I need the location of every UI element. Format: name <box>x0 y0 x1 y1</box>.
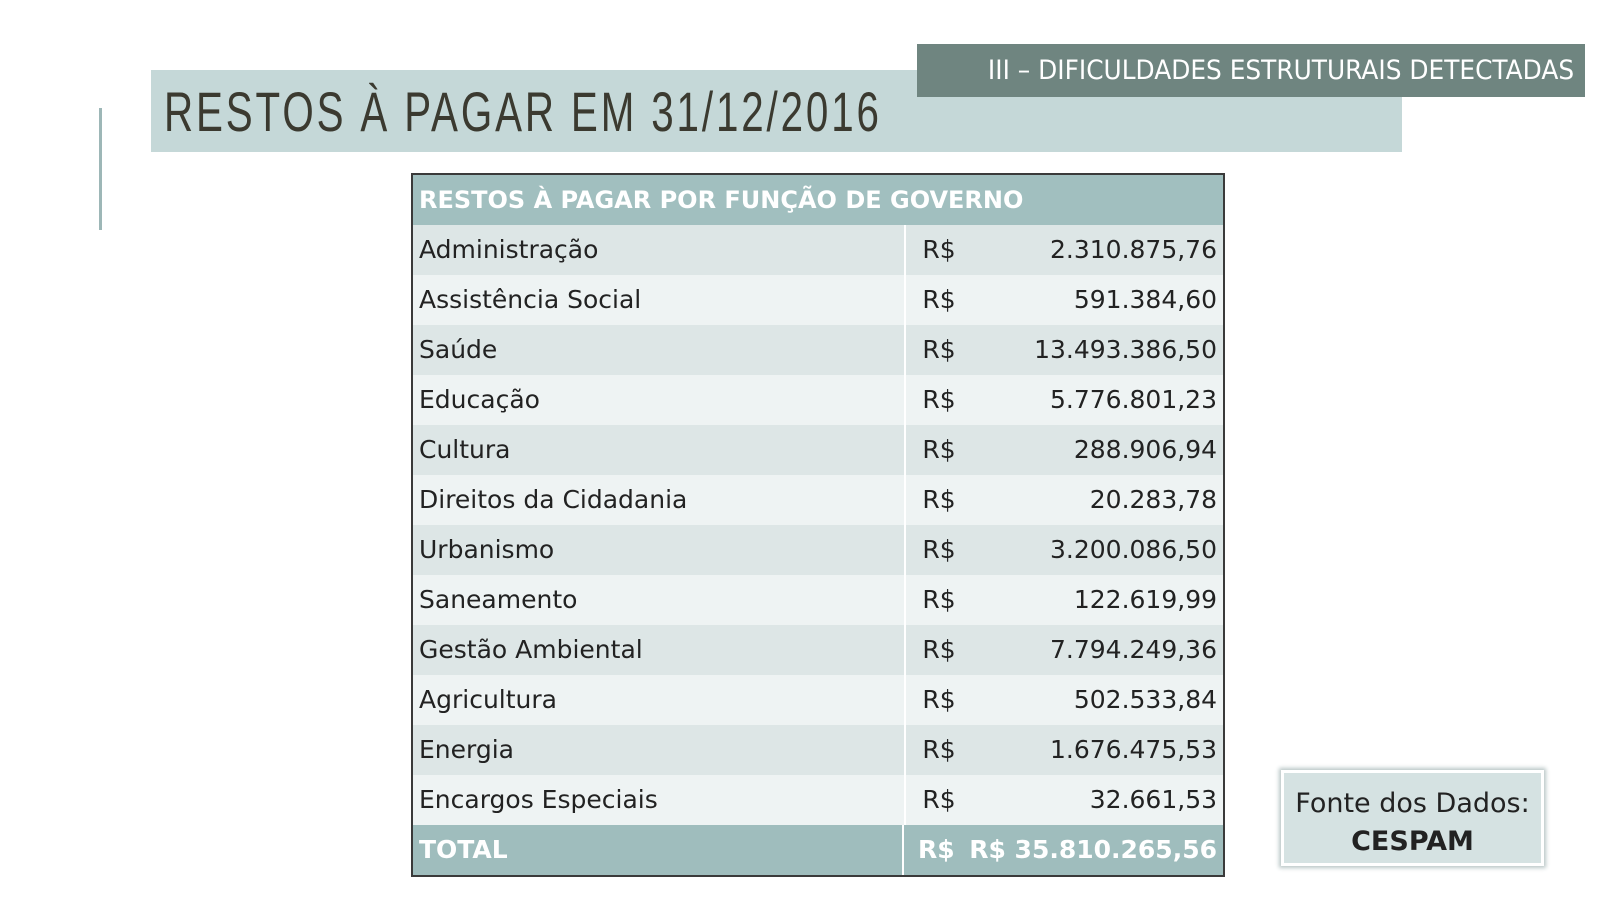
table-row: Saneamento R$ 122.619,99 <box>413 575 1223 625</box>
function-name: Saúde <box>413 325 906 375</box>
currency: R$ <box>922 735 956 764</box>
source-label: Fonte dos Dados: <box>1295 788 1530 819</box>
function-name: Cultura <box>413 425 906 475</box>
section-badge: III – DIFICULDADES ESTRUTURAIS DETECTADA… <box>917 44 1585 97</box>
amount: R$ 35.810.265,56 <box>969 835 1217 864</box>
amount: 13.493.386,50 <box>1034 335 1217 364</box>
function-name: Assistência Social <box>413 275 906 325</box>
currency: R$ <box>922 335 956 364</box>
currency: R$ <box>922 785 956 814</box>
currency: R$ <box>922 285 956 314</box>
amount: 32.661,53 <box>1089 785 1217 814</box>
table-row: Encargos Especiais R$ 32.661,53 <box>413 775 1223 825</box>
function-name: Educação <box>413 375 906 425</box>
accent-line <box>99 108 102 230</box>
amount: 7.794.249,36 <box>1050 635 1217 664</box>
function-name: Energia <box>413 725 906 775</box>
table-row: Energia R$ 1.676.475,53 <box>413 725 1223 775</box>
function-name: Urbanismo <box>413 525 906 575</box>
function-name: Encargos Especiais <box>413 775 906 825</box>
table-row: Cultura R$ 288.906,94 <box>413 425 1223 475</box>
table-row: Educação R$ 5.776.801,23 <box>413 375 1223 425</box>
source-box: Fonte dos Dados: CESPAM <box>1281 770 1544 866</box>
table-row: Direitos da Cidadania R$ 20.283,78 <box>413 475 1223 525</box>
amount: 288.906,94 <box>1073 435 1217 464</box>
function-name: Direitos da Cidadania <box>413 475 906 525</box>
section-badge-text: III – DIFICULDADES ESTRUTURAIS DETECTADA… <box>987 55 1574 86</box>
amount: 1.676.475,53 <box>1050 735 1217 764</box>
table: RESTOS À PAGAR POR FUNÇÃO DE GOVERNO Adm… <box>411 173 1225 877</box>
amount: 5.776.801,23 <box>1050 385 1217 414</box>
source-name-text: CESPAM <box>1351 826 1474 857</box>
function-name: TOTAL <box>413 825 904 875</box>
function-name: Saneamento <box>413 575 906 625</box>
table-row: Gestão Ambiental R$ 7.794.249,36 <box>413 625 1223 675</box>
table-title: RESTOS À PAGAR POR FUNÇÃO DE GOVERNO <box>413 175 1223 225</box>
currency: R$ <box>922 635 956 664</box>
table-row: Assistência Social R$ 591.384,60 <box>413 275 1223 325</box>
currency: R$ <box>922 685 956 714</box>
amount: 3.200.086,50 <box>1050 535 1217 564</box>
currency: R$ <box>922 535 956 564</box>
currency: R$ <box>922 435 956 464</box>
amount: 2.310.875,76 <box>1050 235 1217 264</box>
currency: R$ <box>922 585 956 614</box>
table-row: Urbanismo R$ 3.200.086,50 <box>413 525 1223 575</box>
currency: R$ <box>922 485 956 514</box>
function-name: Gestão Ambiental <box>413 625 906 675</box>
currency: R$ <box>918 835 955 864</box>
source-name: CESPAM <box>1284 823 1541 861</box>
table-row: Administração R$ 2.310.875,76 <box>413 225 1223 275</box>
currency: R$ <box>922 235 956 264</box>
function-name: Administração <box>413 225 906 275</box>
table-row: Agricultura R$ 502.533,84 <box>413 675 1223 725</box>
amount: 20.283,78 <box>1089 485 1217 514</box>
function-name: Agricultura <box>413 675 906 725</box>
slide-title: RESTOS À PAGAR EM 31/12/2016 <box>164 80 882 143</box>
amount: 502.533,84 <box>1073 685 1217 714</box>
amount: 591.384,60 <box>1073 285 1217 314</box>
table-row: TOTAL R$ R$ 35.810.265,56 <box>413 825 1223 875</box>
table-row: Saúde R$ 13.493.386,50 <box>413 325 1223 375</box>
currency: R$ <box>922 385 956 414</box>
amount: 122.619,99 <box>1073 585 1217 614</box>
